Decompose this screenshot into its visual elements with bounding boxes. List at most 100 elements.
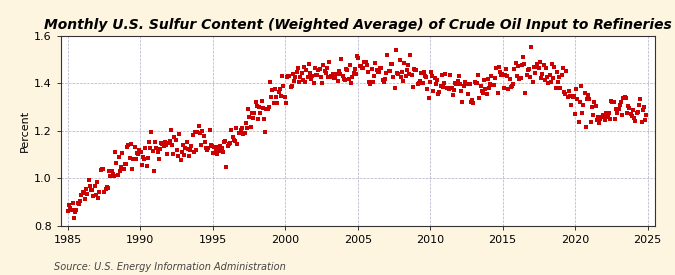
Point bbox=[136, 163, 147, 168]
Point bbox=[271, 95, 281, 99]
Point bbox=[180, 146, 191, 150]
Point bbox=[288, 72, 298, 76]
Point bbox=[236, 128, 246, 132]
Point bbox=[202, 148, 213, 152]
Point bbox=[416, 71, 427, 76]
Point bbox=[111, 161, 122, 165]
Point bbox=[441, 86, 452, 90]
Point bbox=[446, 86, 457, 90]
Point bbox=[408, 85, 418, 90]
Point bbox=[585, 119, 596, 124]
Point bbox=[605, 117, 616, 121]
Point bbox=[422, 87, 433, 91]
Point bbox=[346, 81, 356, 86]
Point bbox=[204, 127, 215, 132]
Point bbox=[405, 53, 416, 57]
Point bbox=[641, 113, 652, 117]
Point bbox=[507, 84, 518, 88]
Point bbox=[608, 100, 619, 104]
Point bbox=[498, 86, 509, 90]
Point bbox=[411, 68, 422, 72]
Point bbox=[169, 134, 180, 139]
Point bbox=[613, 107, 624, 111]
Point bbox=[601, 111, 612, 115]
Point bbox=[521, 73, 532, 78]
Point bbox=[70, 209, 80, 214]
Point bbox=[88, 194, 99, 198]
Point bbox=[76, 193, 86, 197]
Point bbox=[508, 82, 518, 87]
Point bbox=[213, 145, 223, 149]
Point bbox=[455, 82, 466, 86]
Point bbox=[133, 152, 144, 156]
Point bbox=[338, 77, 349, 81]
Point bbox=[587, 104, 597, 109]
Point bbox=[215, 144, 226, 148]
Point bbox=[259, 117, 269, 121]
Point bbox=[121, 162, 132, 166]
Point bbox=[456, 89, 466, 93]
Point bbox=[414, 78, 425, 83]
Point bbox=[286, 85, 296, 89]
Point bbox=[576, 84, 587, 89]
Point bbox=[484, 86, 495, 90]
Point bbox=[82, 192, 92, 197]
Point bbox=[579, 91, 590, 96]
Point bbox=[338, 74, 348, 78]
Point bbox=[200, 145, 211, 150]
Point bbox=[230, 139, 240, 143]
Point bbox=[254, 104, 265, 109]
Point bbox=[532, 61, 543, 66]
Point bbox=[379, 77, 390, 82]
Point bbox=[174, 132, 185, 137]
Point bbox=[74, 202, 84, 206]
Point bbox=[595, 116, 605, 121]
Point bbox=[312, 73, 323, 78]
Point bbox=[383, 68, 394, 73]
Point bbox=[315, 75, 326, 79]
Point bbox=[214, 149, 225, 153]
Point bbox=[578, 103, 589, 108]
Point bbox=[297, 78, 308, 82]
Point bbox=[315, 67, 325, 72]
Point bbox=[356, 64, 367, 68]
Point bbox=[272, 101, 283, 106]
Point bbox=[559, 90, 570, 94]
Point bbox=[106, 169, 117, 173]
Point bbox=[98, 167, 109, 171]
Point bbox=[632, 109, 643, 114]
Point bbox=[99, 190, 110, 194]
Point bbox=[95, 168, 106, 173]
Point bbox=[244, 114, 255, 119]
Point bbox=[544, 72, 555, 77]
Point bbox=[104, 169, 115, 174]
Point bbox=[245, 125, 256, 129]
Point bbox=[304, 70, 315, 75]
Point bbox=[454, 74, 464, 79]
Point bbox=[333, 69, 344, 73]
Point bbox=[495, 73, 506, 78]
Point bbox=[519, 62, 530, 66]
Point bbox=[278, 83, 289, 88]
Point bbox=[539, 78, 550, 82]
Point bbox=[445, 72, 456, 77]
Point bbox=[373, 70, 384, 75]
Point bbox=[418, 69, 429, 74]
Point bbox=[255, 111, 266, 115]
Point bbox=[558, 66, 568, 71]
Point bbox=[388, 75, 399, 79]
Point bbox=[574, 100, 585, 104]
Point bbox=[286, 84, 297, 88]
Point bbox=[437, 85, 448, 89]
Point bbox=[584, 97, 595, 101]
Point bbox=[209, 144, 220, 149]
Point bbox=[399, 60, 410, 65]
Point bbox=[290, 75, 301, 80]
Point bbox=[323, 75, 333, 79]
Point bbox=[524, 75, 535, 79]
Point bbox=[219, 140, 230, 144]
Point bbox=[182, 147, 193, 151]
Point bbox=[306, 76, 317, 81]
Point bbox=[284, 74, 295, 78]
Point bbox=[637, 108, 648, 112]
